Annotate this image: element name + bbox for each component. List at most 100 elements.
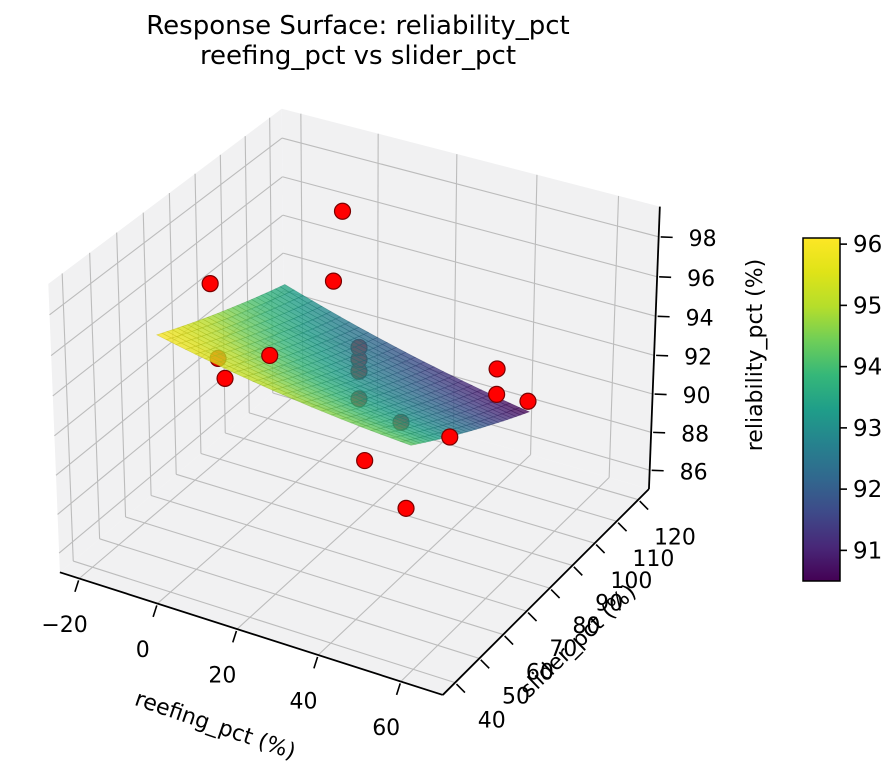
scatter-point [324, 272, 343, 290]
grid-z-left-wall [49, 137, 283, 316]
scatter-point [333, 202, 352, 220]
z-axis-tick-label: 94 [686, 306, 714, 331]
pane-left-wall [48, 108, 285, 573]
grid-z-right-wall [283, 290, 653, 395]
grid-z-right-wall [283, 252, 655, 356]
pane-floor [59, 383, 649, 695]
scatter-point [356, 451, 374, 470]
x-axis-tick-label: 20 [208, 664, 236, 689]
y-axis-tick-label: 60 [526, 660, 554, 685]
y-axis-tick-mark [617, 522, 628, 532]
z-axis-tick-label: 86 [680, 460, 708, 485]
x-axis-tick-mark [313, 656, 319, 669]
y-axis-tick-mark [527, 612, 538, 622]
grid-z-right-wall [282, 214, 656, 317]
y-axis-tick-mark [595, 544, 606, 554]
chart-title-line2: reefing_pct vs slider_pct [200, 41, 516, 71]
grid-x-floor [78, 388, 304, 579]
y-axis-tick-mark [455, 683, 466, 694]
y-axis-tick-label: 40 [478, 709, 506, 734]
x-axis-tick-label: 60 [372, 716, 400, 741]
grid-y-floor [73, 560, 456, 684]
grid-z-right-wall [281, 137, 659, 238]
x-axis-tick-label: 0 [136, 638, 150, 663]
chart-title-line1: Response Surface: reliability_pct [146, 11, 569, 41]
z-axis-tick-label: 98 [689, 227, 717, 252]
grid-lines [49, 113, 659, 684]
x-axis-label: reefing_pct (%) [132, 687, 299, 765]
grid-z-left-wall [54, 252, 284, 437]
y-axis-spine [442, 488, 650, 696]
x-axis-tick-mark [74, 580, 80, 593]
colorbar-tick-label: 96 [853, 232, 882, 258]
colorbar-bar [803, 238, 840, 581]
scatter-point [488, 385, 506, 403]
scatter-visible-layer [201, 202, 537, 517]
grid-y-floor [249, 412, 617, 522]
grid-y-floor [99, 538, 480, 659]
scatter-point [488, 360, 506, 378]
y-axis-tick-label: 110 [632, 547, 674, 572]
x-axis-tick-label: 40 [290, 690, 318, 715]
grid-y-wall [89, 252, 101, 539]
z-axis-label: reliability_pct (%) [743, 259, 768, 452]
grid-x-floor [157, 409, 378, 604]
colorbar-outline [802, 237, 841, 582]
y-axis-tick-mark [504, 635, 514, 646]
x-axis-tick-mark [152, 605, 158, 618]
y-axis-tick-mark [573, 566, 583, 576]
y-axis-tick-label: 50 [502, 684, 530, 709]
y-axis-tick-mark [639, 500, 649, 511]
x-axis-tick-mark [232, 630, 238, 643]
y-axis-tick-label: 120 [654, 526, 696, 551]
axis-spines [59, 206, 661, 696]
x-axis-tick-mark [395, 683, 401, 696]
colorbar-tick-label: 94 [853, 355, 882, 381]
z-axis-tick-label: 96 [687, 267, 715, 292]
grid-x-wall [608, 195, 620, 478]
scatter-point [201, 275, 219, 293]
grid-x-floor [400, 477, 610, 682]
y-axis-tick-mark [550, 588, 561, 599]
grid-y-wall [142, 212, 152, 496]
grid-z-left-wall [50, 176, 283, 356]
surface-mesh [156, 284, 530, 446]
y-axis-tick-label: 100 [610, 569, 652, 594]
scatter-point [397, 499, 415, 517]
surface-quad [399, 440, 417, 446]
colorbar: 91 92 93 94 95 96 [802, 232, 882, 582]
grid-x-floor [236, 431, 454, 630]
grid-y-floor [176, 473, 550, 589]
z-axis-tick-label: 88 [681, 422, 709, 447]
grid-z-right-wall [282, 176, 658, 278]
grid-y-floor [225, 432, 595, 544]
grid-y-floor [125, 516, 504, 636]
grid-z-left-wall [58, 364, 285, 554]
x-axis-spine [59, 571, 444, 696]
scatter-point [261, 346, 279, 365]
z-axis-spine [648, 206, 661, 490]
scatter-point [216, 369, 234, 388]
scatter-point [441, 428, 459, 446]
grid-y-wall [116, 232, 127, 517]
y-axis-tick-label: 90 [595, 591, 623, 616]
y-axis-tick-label: 70 [549, 637, 577, 662]
grid-z-left-wall [52, 214, 284, 397]
scatter-point [519, 392, 537, 410]
grid-y-floor [150, 494, 527, 612]
colorbar-tick-label: 95 [853, 293, 882, 319]
grid-y-floor [200, 452, 573, 566]
colorbar-tick-label: 92 [853, 477, 882, 503]
grid-y-wall [61, 273, 74, 562]
colorbar-tick-label: 93 [853, 416, 882, 442]
z-axis-tick-label: 90 [683, 384, 711, 409]
x-axis-tick-label: −20 [41, 613, 87, 638]
grid-x-floor [317, 454, 531, 656]
z-axis-tick-label: 92 [684, 345, 712, 370]
y-axis-tick-label: 80 [572, 614, 600, 639]
y-axis-tick-mark [480, 659, 490, 669]
